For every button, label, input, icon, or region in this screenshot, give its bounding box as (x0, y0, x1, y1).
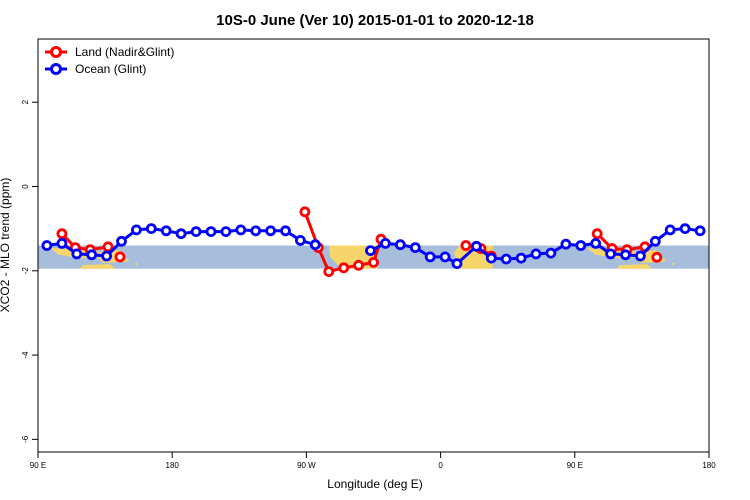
island-dot (663, 258, 666, 261)
ocean-data-point (679, 223, 691, 235)
x-tick-label: 90 E (30, 461, 46, 470)
legend-ocean-label: Ocean (Glint) (75, 62, 146, 76)
x-tick-label: 90 E (567, 461, 583, 470)
ocean-data-point (515, 252, 527, 264)
y-tick-label: 0 (21, 184, 30, 189)
ocean-data-point (160, 225, 172, 237)
ocean-data-point (101, 250, 112, 262)
y-tick-label: -2 (21, 267, 30, 275)
land-data-point (591, 228, 603, 240)
x-tick-label: 0 (438, 461, 443, 470)
land-series-line (596, 232, 646, 252)
y-tick-label: 2 (21, 99, 30, 104)
ocean-data-point (394, 239, 406, 251)
ocean-data-point (116, 235, 127, 247)
island-dot (135, 262, 138, 266)
ocean-data-point (649, 235, 661, 247)
land-data-point (651, 251, 663, 263)
ocean-data-point (379, 237, 391, 249)
ocean-data-point (250, 225, 262, 237)
ocean-data-point (470, 240, 482, 252)
ocean-data-point (500, 253, 512, 265)
land-data-point (353, 259, 365, 271)
ocean-data-point (575, 240, 587, 251)
x-tick-label: 180 (166, 461, 180, 470)
x-tick-label: 90 W (297, 461, 316, 470)
y-axis-label: XCO2 - MLO trend (ppm) (0, 178, 12, 313)
ocean-data-point (620, 249, 631, 261)
land-data-point (299, 206, 311, 218)
ocean-data-point (439, 251, 451, 263)
ocean-data-point (451, 258, 463, 270)
ocean-data-point (205, 226, 217, 238)
ocean-data-point (41, 240, 53, 251)
ocean-data-point (175, 228, 187, 240)
x-axis-label: Longitude (deg E) (327, 477, 422, 491)
axis-ticks: 90 E 180 90 W 0 90 E 180 2 0 -2 -4 -6 (21, 99, 716, 470)
y-tick-label: -6 (21, 435, 30, 443)
chart-title: 10S-0 June (Ver 10) 2015-01-01 to 2020-1… (216, 12, 534, 29)
land-data-point (102, 241, 114, 253)
ocean-data-point (280, 225, 291, 237)
ocean-data-point (694, 225, 706, 237)
ocean-data-point (309, 239, 321, 251)
land-data-point (338, 262, 350, 274)
ocean-data-point (365, 245, 376, 257)
ocean-data-point (635, 250, 646, 262)
ocean-data-point (409, 242, 421, 254)
australia-landmass-left (79, 264, 116, 269)
legend: Land (Nadir&Glint) Ocean (Glint) (45, 45, 174, 76)
land-data-point (114, 251, 126, 263)
ocean-data-point (220, 226, 232, 238)
legend-land-label: Land (Nadir&Glint) (75, 45, 174, 59)
island-dot (126, 258, 129, 261)
ocean-data-point (545, 247, 557, 259)
plot-frame (37, 38, 710, 453)
ocean-data-point (424, 251, 436, 263)
ocean-data-point (145, 223, 157, 235)
land-data-point (323, 266, 335, 278)
ocean-data-point (130, 224, 142, 236)
ocean-data-point (530, 248, 542, 260)
ocean-data-point (190, 226, 202, 238)
island-dot (672, 262, 675, 266)
land-series-line (60, 232, 109, 252)
ocean-data-point (294, 234, 306, 246)
australia-landmass-right (616, 264, 653, 269)
legend-land-marker (50, 46, 62, 58)
ocean-data-point (56, 237, 68, 249)
land-data-point (368, 256, 379, 268)
series-layer (41, 206, 706, 278)
ocean-data-point (560, 238, 572, 250)
ocean-data-point (485, 252, 497, 264)
land-data-point (460, 240, 472, 251)
ocean-data-point (71, 248, 83, 260)
ocean-data-point (265, 225, 277, 237)
ocean-data-point (590, 237, 602, 249)
x-tick-label: 180 (702, 461, 716, 470)
y-tick-label: -4 (21, 351, 30, 359)
ocean-data-point (235, 224, 247, 236)
legend-ocean-marker (50, 63, 62, 75)
land-data-point (56, 228, 68, 240)
ocean-data-point (664, 224, 676, 236)
ocean-data-point (605, 248, 616, 260)
ocean-data-point (86, 249, 98, 261)
